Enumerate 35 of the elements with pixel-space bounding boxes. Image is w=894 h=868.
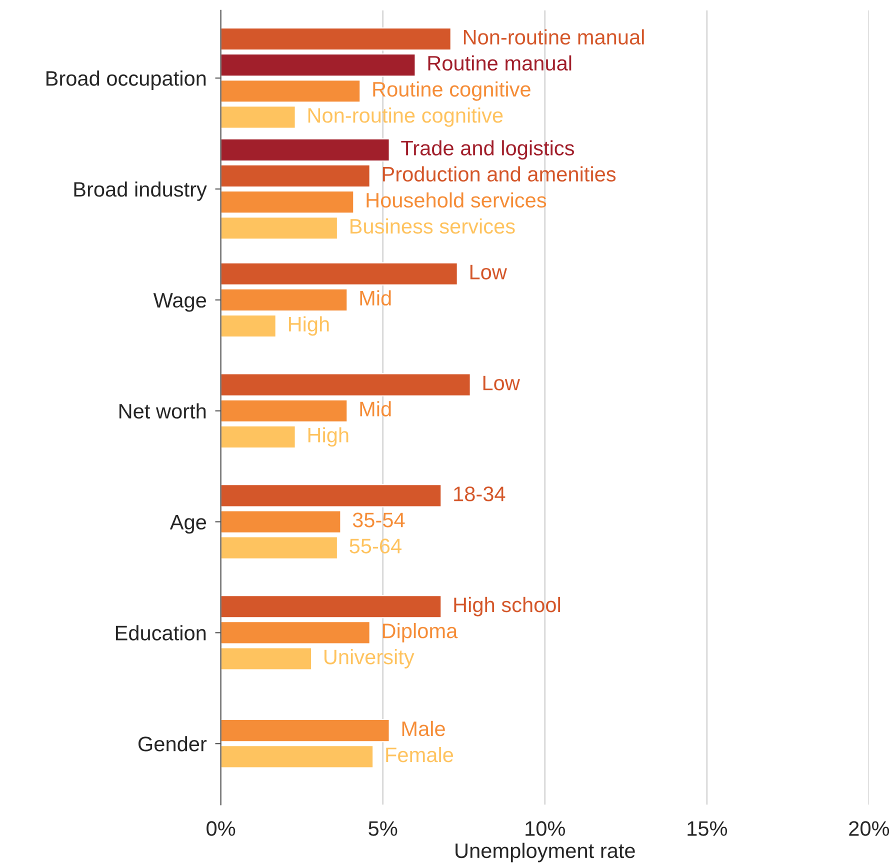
annotation: Female [386,746,454,762]
annotation: 18-34 [454,486,506,502]
x-tick-label: 5% [368,821,398,836]
annotation: 55-64 [350,538,402,554]
annotation: Business services [350,218,515,234]
annotation: High school [454,596,560,616]
annotation: Mid [360,290,391,306]
annotation: 35-54 [352,512,405,528]
y-tick-label: Age [170,514,206,534]
x-tick-label: 20% [849,821,890,836]
x-tick-label: 15% [688,821,728,836]
annotation: Low [470,264,508,280]
x-tick-label: 10% [526,821,565,836]
y-tick-label: Education [116,625,206,640]
y-tick-label: Net worth [119,403,206,419]
x-tick-label: 0% [206,821,236,836]
x-axis-title: Unemployment rate [456,842,635,862]
annotation: Non-routine manual [464,29,644,45]
y-tick-label: Broad occupation [46,70,206,90]
annotation: Non-routine cognitive [308,107,503,127]
annotation: Production and amenities [382,166,616,182]
annotation: Male [402,720,445,736]
annotation: High [288,316,329,336]
y-tick-label: Gender [138,736,207,752]
annotation: High [308,427,348,447]
annotation: Trade and logistics [401,140,574,160]
annotation: Routine manual [428,55,572,71]
annotation: Routine cognitive [373,81,530,101]
annotation: Mid [360,401,391,416]
y-tick-label: Broad industry [74,181,207,201]
annotation: Diploma [382,622,458,642]
annotation: Low [483,376,520,390]
annotation: University [324,649,414,668]
annotation: Household services [366,192,546,208]
y-tick-label: Wage [153,293,206,312]
